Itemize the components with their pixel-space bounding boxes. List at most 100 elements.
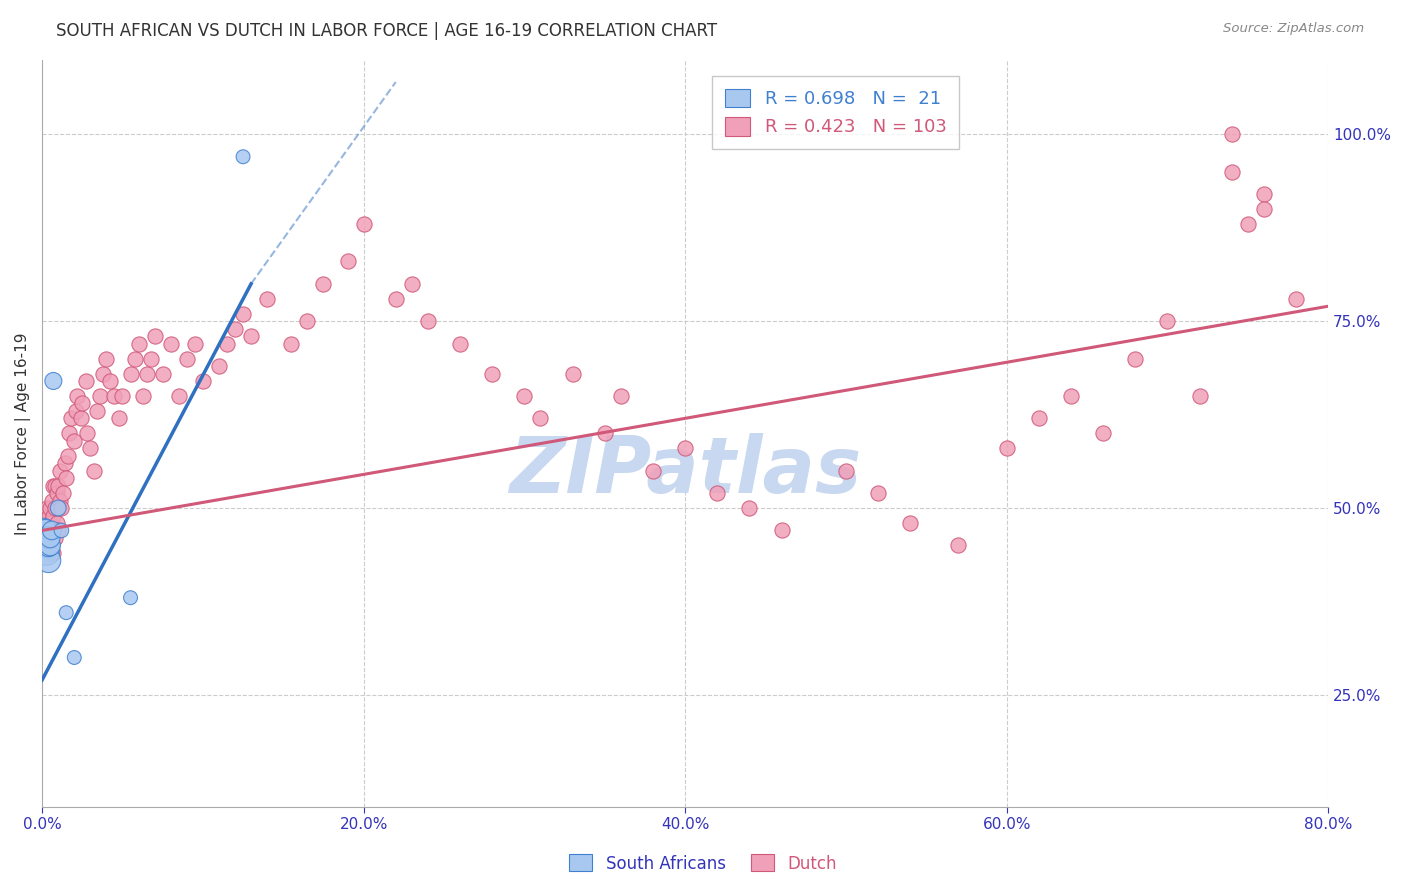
Point bbox=[91, 367, 114, 381]
Text: SOUTH AFRICAN VS DUTCH IN LABOR FORCE | AGE 16-19 CORRELATION CHART: SOUTH AFRICAN VS DUTCH IN LABOR FORCE | … bbox=[56, 22, 717, 40]
Point bbox=[706, 486, 728, 500]
Legend: South Africans, Dutch: South Africans, Dutch bbox=[562, 847, 844, 880]
Point bbox=[1253, 187, 1275, 202]
Point bbox=[336, 254, 359, 268]
Point bbox=[1156, 314, 1178, 328]
Point bbox=[143, 329, 166, 343]
Point bbox=[38, 531, 60, 545]
Point bbox=[1236, 217, 1258, 231]
Point bbox=[184, 336, 207, 351]
Point bbox=[46, 524, 69, 538]
Point bbox=[835, 464, 858, 478]
Point bbox=[610, 389, 633, 403]
Point bbox=[124, 351, 146, 366]
Point bbox=[35, 546, 58, 560]
Point bbox=[38, 553, 60, 567]
Point bbox=[132, 389, 155, 403]
Point bbox=[49, 464, 72, 478]
Point bbox=[770, 524, 793, 538]
Point bbox=[513, 389, 536, 403]
Point bbox=[449, 336, 471, 351]
Y-axis label: In Labor Force | Age 16-19: In Labor Force | Age 16-19 bbox=[15, 332, 31, 534]
Point bbox=[866, 486, 889, 500]
Point bbox=[46, 478, 69, 492]
Point bbox=[1253, 202, 1275, 216]
Point bbox=[35, 516, 58, 530]
Point bbox=[416, 314, 439, 328]
Point bbox=[176, 351, 198, 366]
Point bbox=[86, 404, 108, 418]
Point bbox=[297, 314, 319, 328]
Point bbox=[738, 501, 761, 516]
Point bbox=[103, 389, 125, 403]
Point bbox=[215, 336, 238, 351]
Point bbox=[208, 359, 231, 373]
Point bbox=[120, 367, 142, 381]
Point bbox=[42, 508, 65, 523]
Point bbox=[75, 374, 97, 388]
Point bbox=[83, 464, 105, 478]
Point bbox=[1092, 426, 1115, 441]
Point bbox=[34, 538, 56, 552]
Point bbox=[1220, 164, 1243, 178]
Point bbox=[191, 374, 214, 388]
Point bbox=[1028, 411, 1050, 425]
Point bbox=[42, 546, 65, 560]
Point bbox=[1285, 292, 1308, 306]
Point bbox=[384, 292, 406, 306]
Point bbox=[159, 336, 181, 351]
Point bbox=[995, 442, 1018, 456]
Point bbox=[561, 367, 583, 381]
Point bbox=[45, 516, 67, 530]
Point bbox=[232, 307, 254, 321]
Point bbox=[41, 524, 63, 538]
Legend: R = 0.698   N =  21, R = 0.423   N = 103: R = 0.698 N = 21, R = 0.423 N = 103 bbox=[713, 76, 959, 149]
Point bbox=[39, 531, 62, 545]
Point bbox=[52, 486, 75, 500]
Point bbox=[41, 493, 63, 508]
Text: ZIPatlas: ZIPatlas bbox=[509, 433, 862, 508]
Point bbox=[224, 321, 246, 335]
Point bbox=[34, 524, 56, 538]
Point bbox=[76, 426, 98, 441]
Point bbox=[96, 351, 118, 366]
Point bbox=[948, 538, 970, 552]
Point bbox=[45, 486, 67, 500]
Point bbox=[44, 501, 66, 516]
Point bbox=[353, 217, 375, 231]
Point bbox=[120, 591, 142, 605]
Point bbox=[35, 538, 58, 552]
Point bbox=[53, 456, 76, 470]
Point bbox=[128, 336, 150, 351]
Point bbox=[46, 501, 69, 516]
Point bbox=[111, 389, 134, 403]
Point bbox=[1220, 128, 1243, 142]
Point bbox=[72, 396, 94, 410]
Point bbox=[529, 411, 551, 425]
Point bbox=[44, 531, 66, 545]
Point bbox=[49, 493, 72, 508]
Point bbox=[641, 464, 664, 478]
Point bbox=[593, 426, 616, 441]
Point bbox=[240, 329, 263, 343]
Point bbox=[256, 292, 278, 306]
Point bbox=[401, 277, 423, 291]
Point bbox=[39, 501, 62, 516]
Point bbox=[35, 501, 58, 516]
Point bbox=[280, 336, 302, 351]
Point bbox=[55, 471, 77, 485]
Point bbox=[898, 516, 921, 530]
Point bbox=[60, 411, 83, 425]
Point bbox=[1188, 389, 1211, 403]
Point bbox=[58, 426, 80, 441]
Point bbox=[39, 538, 62, 552]
Point bbox=[232, 150, 254, 164]
Point bbox=[69, 411, 91, 425]
Point bbox=[167, 389, 190, 403]
Point bbox=[98, 374, 121, 388]
Point bbox=[34, 524, 56, 538]
Point bbox=[63, 650, 86, 665]
Point bbox=[108, 411, 131, 425]
Point bbox=[673, 442, 696, 456]
Point bbox=[32, 531, 55, 545]
